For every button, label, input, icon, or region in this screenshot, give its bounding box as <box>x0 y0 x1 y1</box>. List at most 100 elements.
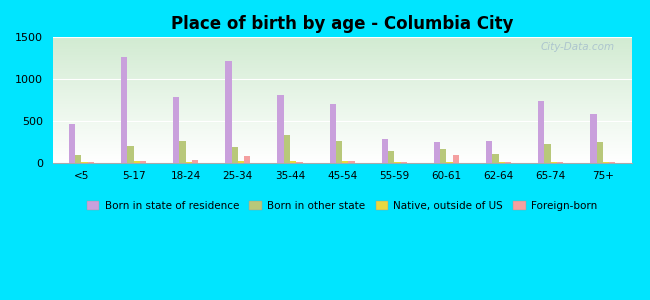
Bar <box>278 95 284 163</box>
Bar <box>53 71 632 72</box>
Bar <box>53 37 632 38</box>
Bar <box>53 155 632 156</box>
Bar <box>53 135 632 136</box>
Bar <box>53 131 632 132</box>
Bar <box>121 57 127 163</box>
Bar <box>53 98 632 99</box>
Bar <box>53 117 632 118</box>
Bar <box>53 109 632 110</box>
Bar <box>53 158 632 159</box>
Bar <box>486 140 492 163</box>
Bar <box>127 146 133 163</box>
Bar <box>53 74 632 75</box>
Bar <box>53 48 632 49</box>
Bar <box>53 153 632 154</box>
Bar <box>452 155 459 163</box>
Bar <box>53 132 632 133</box>
Bar <box>53 86 632 87</box>
Bar <box>53 82 632 83</box>
Bar <box>53 40 632 41</box>
Bar <box>590 114 597 163</box>
Bar <box>53 64 632 65</box>
Bar <box>53 75 632 76</box>
Bar <box>53 92 632 93</box>
Bar <box>53 70 632 71</box>
Bar <box>53 119 632 120</box>
Bar <box>53 38 632 39</box>
Bar <box>53 144 632 145</box>
Bar <box>53 89 632 90</box>
Bar <box>53 104 632 105</box>
Bar <box>53 139 632 140</box>
Bar <box>53 49 632 50</box>
Bar <box>81 162 88 163</box>
Bar <box>609 162 616 163</box>
Bar <box>382 139 388 163</box>
Bar <box>53 46 632 47</box>
Bar <box>53 52 632 53</box>
Bar <box>53 138 632 139</box>
Bar <box>53 159 632 160</box>
Bar <box>53 84 632 85</box>
Bar <box>53 128 632 129</box>
Bar <box>53 160 632 161</box>
Bar <box>53 142 632 143</box>
Bar <box>53 112 632 113</box>
Bar <box>231 147 238 163</box>
Bar <box>53 93 632 94</box>
Bar <box>53 47 632 48</box>
Bar <box>53 127 632 128</box>
Bar <box>53 143 632 144</box>
Bar <box>53 134 632 135</box>
Bar <box>53 103 632 104</box>
Bar <box>53 66 632 67</box>
Legend: Born in state of residence, Born in other state, Native, outside of US, Foreign-: Born in state of residence, Born in othe… <box>87 201 597 211</box>
Bar <box>53 145 632 146</box>
Bar <box>53 95 632 96</box>
Bar <box>53 87 632 88</box>
Bar <box>53 42 632 43</box>
Bar <box>53 59 632 60</box>
Bar <box>53 41 632 42</box>
Bar <box>53 147 632 148</box>
Bar <box>53 88 632 89</box>
Bar <box>53 154 632 155</box>
Bar <box>284 135 290 163</box>
Bar <box>53 54 632 55</box>
Bar <box>53 120 632 121</box>
Bar <box>53 146 632 147</box>
Bar <box>53 137 632 138</box>
Bar <box>53 133 632 134</box>
Bar <box>53 85 632 86</box>
Bar <box>290 161 296 163</box>
Bar <box>53 140 632 141</box>
Bar <box>296 161 302 163</box>
Bar <box>53 106 632 107</box>
Bar <box>557 162 564 163</box>
Bar <box>53 121 632 122</box>
Bar <box>53 157 632 158</box>
Bar <box>53 107 632 108</box>
Bar <box>336 140 342 163</box>
Bar <box>348 161 355 163</box>
Bar <box>53 125 632 126</box>
Bar <box>505 162 511 163</box>
Bar <box>53 62 632 63</box>
Bar <box>75 155 81 163</box>
Bar <box>53 102 632 103</box>
Bar <box>53 79 632 80</box>
Bar <box>53 78 632 79</box>
Bar <box>192 160 198 163</box>
Bar <box>53 114 632 115</box>
Bar <box>173 97 179 163</box>
Bar <box>603 162 609 163</box>
Bar <box>538 101 545 163</box>
Bar <box>53 56 632 57</box>
Bar <box>244 157 250 163</box>
Bar <box>53 116 632 117</box>
Bar <box>53 115 632 116</box>
Bar <box>53 94 632 95</box>
Bar <box>53 108 632 109</box>
Bar <box>53 77 632 78</box>
Bar <box>53 123 632 124</box>
